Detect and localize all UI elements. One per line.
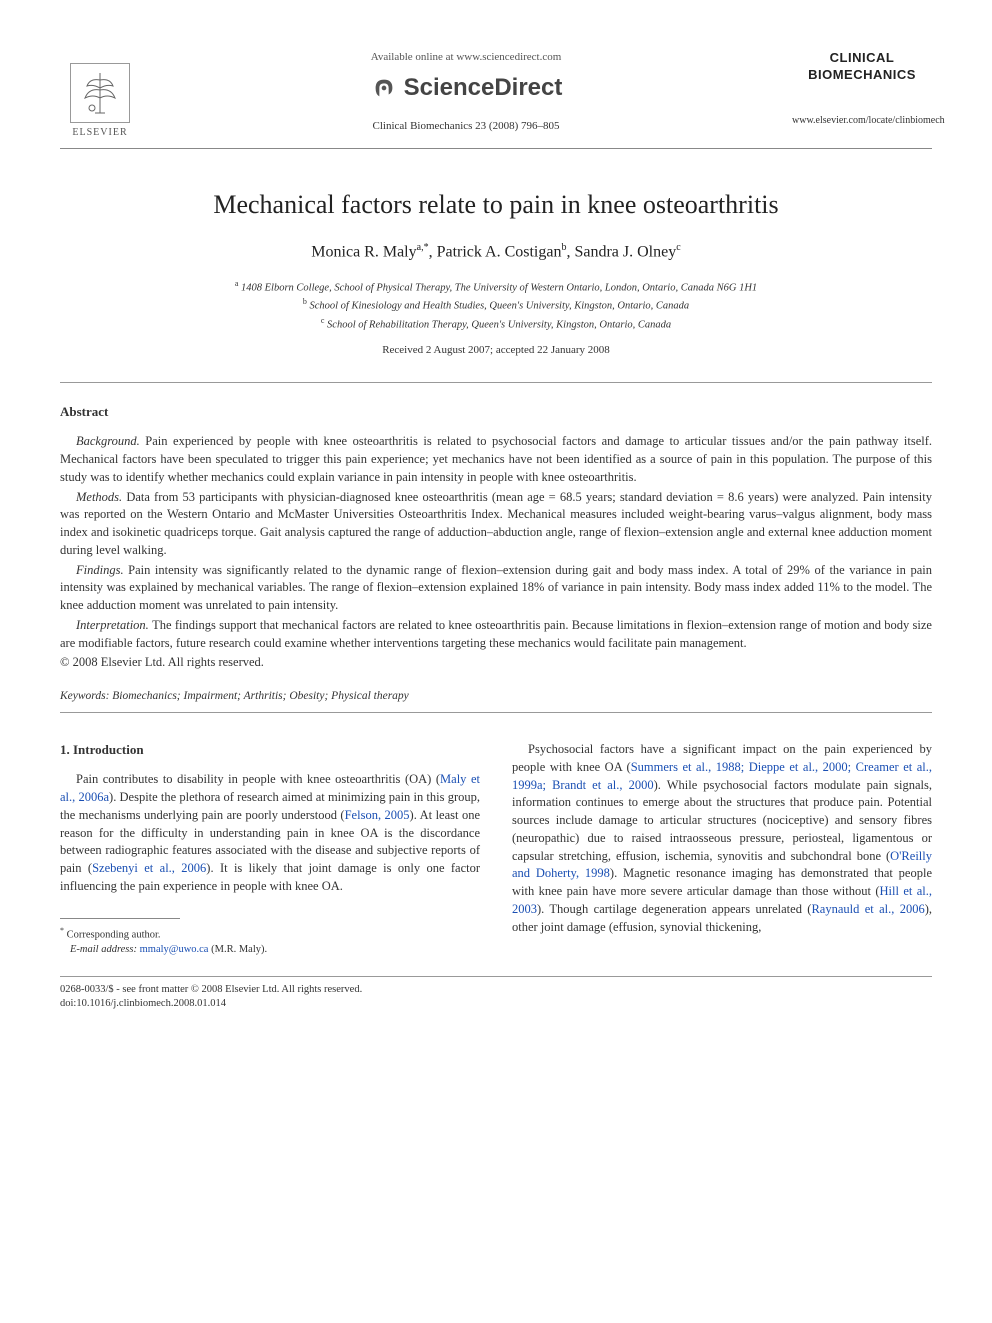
abstract-paragraph: Background. Pain experienced by people w… xyxy=(60,433,932,486)
keywords-divider xyxy=(60,712,932,713)
section-heading-intro: 1. Introduction xyxy=(60,741,480,759)
elsevier-tree-icon xyxy=(70,63,130,123)
corresponding-author-label: Corresponding author. xyxy=(67,929,161,940)
affiliations-block: a 1408 Elborn College, School of Physica… xyxy=(60,278,932,333)
keywords-text: Biomechanics; Impairment; Arthritis; Obe… xyxy=(112,690,409,702)
affiliation-line: a 1408 Elborn College, School of Physica… xyxy=(60,278,932,296)
column-right: Psychosocial factors have a significant … xyxy=(512,741,932,958)
abstract-paragraph: Findings. Pain intensity was significant… xyxy=(60,562,932,615)
affiliation-line: c School of Rehabilitation Therapy, Quee… xyxy=(60,315,932,333)
journal-title-line2: BIOMECHANICS xyxy=(808,67,916,82)
citation-link[interactable]: Felson, 2005 xyxy=(345,808,410,822)
available-online-text: Available online at www.sciencedirect.co… xyxy=(160,50,772,65)
affiliation-line: b School of Kinesiology and Health Studi… xyxy=(60,296,932,314)
abstract-body: Background. Pain experienced by people w… xyxy=(60,433,932,652)
email-link[interactable]: mmaly@uwo.ca xyxy=(140,944,209,955)
dates-line: Received 2 August 2007; accepted 22 Janu… xyxy=(60,343,932,358)
citation-link[interactable]: Szebenyi et al., 2006 xyxy=(92,861,206,875)
header-divider xyxy=(60,148,932,149)
sciencedirect-icon xyxy=(370,74,398,102)
email-suffix: (M.R. Maly). xyxy=(211,944,267,955)
elsevier-label: ELSEVIER xyxy=(72,126,127,140)
page-header: ELSEVIER Available online at www.science… xyxy=(60,50,932,140)
footnote-rule xyxy=(60,918,180,919)
abstract-heading: Abstract xyxy=(60,403,932,421)
citation-line: Clinical Biomechanics 23 (2008) 796–805 xyxy=(160,119,772,134)
footer-rule xyxy=(60,976,932,977)
intro-paragraph-2: Psychosocial factors have a significant … xyxy=(512,741,932,936)
abstract-paragraph: Interpretation. The findings support tha… xyxy=(60,617,932,653)
journal-title-line1: CLINICAL xyxy=(830,50,895,65)
column-left: 1. Introduction Pain contributes to disa… xyxy=(60,741,480,958)
authors-line: Monica R. Malya,*, Patrick A. Costiganb,… xyxy=(60,241,932,264)
citation-link[interactable]: Raynauld et al., 2006 xyxy=(811,902,924,916)
abstract-top-divider xyxy=(60,382,932,383)
footer-line1: 0268-0033/$ - see front matter © 2008 El… xyxy=(60,983,932,998)
footer-line2: doi:10.1016/j.clinbiomech.2008.01.014 xyxy=(60,997,932,1012)
abstract-copyright: © 2008 Elsevier Ltd. All rights reserved… xyxy=(60,654,932,672)
journal-title: CLINICAL BIOMECHANICS xyxy=(792,50,932,84)
center-header: Available online at www.sciencedirect.co… xyxy=(140,50,792,134)
footnote-block: * Corresponding author. E-mail address: … xyxy=(60,925,480,958)
body-columns: 1. Introduction Pain contributes to disa… xyxy=(60,741,932,958)
sciencedirect-brand: ScienceDirect xyxy=(160,71,772,105)
article-title: Mechanical factors relate to pain in kne… xyxy=(60,187,932,223)
journal-box: CLINICAL BIOMECHANICS www.elsevier.com/l… xyxy=(792,50,932,128)
sciencedirect-text: ScienceDirect xyxy=(404,71,563,105)
keywords-line: Keywords: Biomechanics; Impairment; Arth… xyxy=(60,688,932,704)
abstract-paragraph: Methods. Data from 53 participants with … xyxy=(60,489,932,560)
elsevier-logo: ELSEVIER xyxy=(60,50,140,140)
footer-block: 0268-0033/$ - see front matter © 2008 El… xyxy=(60,983,932,1012)
keywords-label: Keywords: xyxy=(60,690,109,702)
email-label: E-mail address: xyxy=(70,944,137,955)
intro-paragraph-1: Pain contributes to disability in people… xyxy=(60,771,480,895)
journal-url: www.elsevier.com/locate/clinbiomech xyxy=(792,114,932,128)
